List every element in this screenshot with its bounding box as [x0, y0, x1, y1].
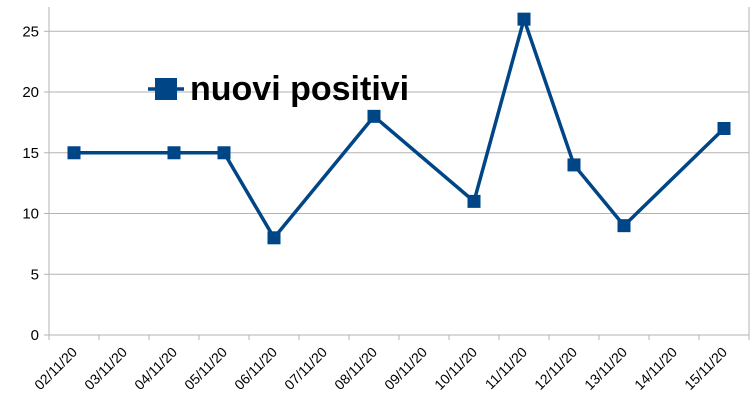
data-point-marker: [267, 231, 281, 245]
x-tick-label: 03/11/20: [81, 344, 130, 393]
y-tick-label: 25: [22, 23, 39, 40]
y-tick-labels: 0 5 10 15 20 25: [22, 23, 39, 344]
x-tick-label: 10/11/20: [431, 344, 480, 393]
data-point-marker: [167, 146, 181, 160]
data-point-marker: [67, 146, 81, 160]
y-tick-label: 0: [31, 327, 39, 344]
x-tick-label: 15/11/20: [681, 344, 730, 393]
legend: nuovi positivi: [148, 70, 409, 108]
data-point-marker: [717, 121, 731, 135]
x-tick-label: 07/11/20: [281, 344, 330, 393]
x-tick-label: 08/11/20: [331, 344, 380, 393]
x-tick-label: 11/11/20: [482, 344, 531, 393]
y-tick-label: 5: [31, 266, 39, 283]
data-point-marker: [367, 109, 381, 123]
x-tick-label: 04/11/20: [131, 344, 180, 393]
x-tick-label: 13/11/20: [581, 344, 630, 393]
y-tick-label: 20: [22, 84, 39, 101]
data-point-marker: [567, 158, 581, 172]
y-tick-label: 10: [22, 206, 39, 223]
y-tick-label: 15: [22, 145, 39, 162]
x-tick-label: 14/11/20: [631, 344, 680, 393]
data-point-marker: [467, 194, 481, 208]
data-point-marker: [517, 12, 531, 26]
x-tick-label: 12/11/20: [531, 344, 580, 393]
axes: [44, 7, 750, 340]
series-line: [74, 13, 726, 241]
x-tick-label: 06/11/20: [231, 344, 280, 393]
data-point-marker: [217, 146, 231, 160]
series-group: [67, 12, 731, 245]
x-tick-label: 09/11/20: [381, 344, 430, 393]
x-tick-label: 02/11/20: [31, 344, 80, 393]
x-tick-labels: 02/11/20 03/11/20 04/11/20 05/11/20 06/11/20…: [31, 344, 730, 393]
data-point-marker: [617, 219, 631, 233]
legend-marker-swatch: [155, 78, 177, 100]
x-tick-label: 05/11/20: [181, 344, 230, 393]
legend-label: nuovi positivi: [190, 70, 409, 108]
